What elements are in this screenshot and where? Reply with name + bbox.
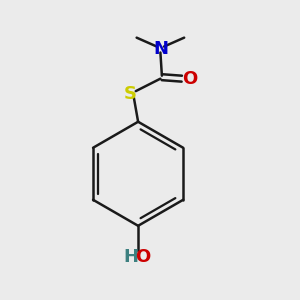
Text: O: O	[182, 70, 197, 88]
Text: O: O	[135, 248, 150, 266]
Text: N: N	[153, 40, 168, 58]
Text: S: S	[123, 85, 136, 103]
Text: H: H	[123, 248, 138, 266]
